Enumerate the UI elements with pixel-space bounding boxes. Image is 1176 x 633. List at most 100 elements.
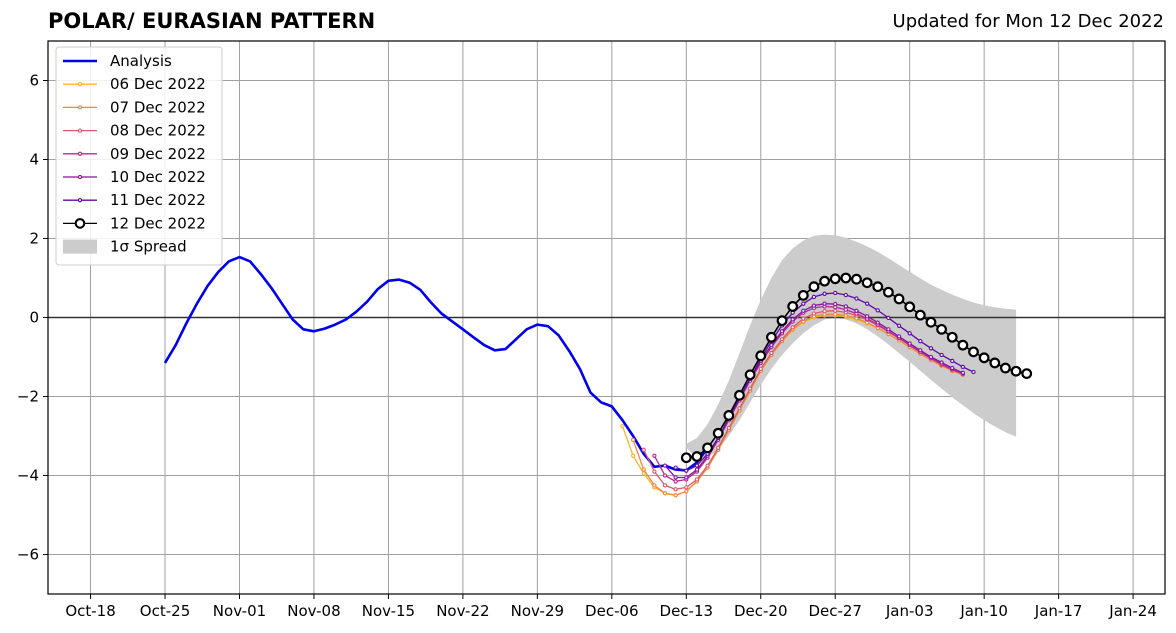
legend-label: 06 Dec 2022 <box>110 75 206 93</box>
forecast-point <box>801 301 806 306</box>
forecast-point <box>851 273 862 285</box>
forecast-point <box>747 386 753 391</box>
forecast-point <box>936 323 947 335</box>
x-tick-label: Oct-18 <box>65 602 115 620</box>
forecast-point <box>769 350 774 356</box>
forecast-point <box>957 339 969 351</box>
forecast-point <box>896 323 902 328</box>
forecast-point <box>723 410 735 421</box>
x-tick-label: Nov-29 <box>511 602 564 620</box>
y-tick-label: −4 <box>17 467 39 485</box>
forecast-point <box>978 352 990 364</box>
forecast-point <box>652 453 657 458</box>
forecast-point <box>875 320 880 325</box>
forecast-point <box>673 475 678 480</box>
forecast-point <box>833 301 838 307</box>
forecast-point <box>1010 365 1022 377</box>
forecast-point <box>811 311 817 316</box>
forecast-point <box>896 334 902 339</box>
legend-box <box>55 46 223 266</box>
forecast-point <box>971 369 976 375</box>
forecast-point <box>790 325 795 330</box>
forecast-point <box>726 425 731 431</box>
forecast-point <box>833 312 838 317</box>
forecast-point <box>641 467 646 472</box>
forecast-point <box>843 292 849 298</box>
forecast-point <box>684 468 689 473</box>
analysis-line <box>163 255 709 472</box>
forecast-point <box>662 483 668 488</box>
forecast-point <box>790 317 795 322</box>
forecast-point <box>779 337 785 342</box>
x-tick-label: Oct-25 <box>140 602 190 620</box>
forecast-point <box>705 463 710 468</box>
forecast-point <box>662 463 668 468</box>
chart-title: POLAR/ EURASIAN PATTERN <box>48 9 376 33</box>
forecast-point <box>989 357 1001 369</box>
forecast-point <box>1000 362 1011 374</box>
forecast-point <box>928 346 934 351</box>
forecast-point <box>822 291 827 296</box>
legend-marker <box>77 128 83 133</box>
y-tick-label: 6 <box>29 72 39 90</box>
forecast-point <box>787 301 799 312</box>
forecast-point <box>925 316 937 328</box>
forecast-point <box>694 467 700 472</box>
forecast-series <box>680 272 1033 464</box>
forecast-point <box>854 308 859 313</box>
legend-label: 07 Dec 2022 <box>110 98 206 116</box>
y-tick-label: −2 <box>17 388 39 406</box>
forecast-point <box>914 309 926 321</box>
forecast-point <box>819 275 830 287</box>
forecast-point <box>864 301 870 306</box>
forecast-point <box>673 465 678 470</box>
forecast-point <box>893 293 905 305</box>
forecast-point <box>641 471 646 476</box>
forecast-point <box>960 364 966 370</box>
x-tick-label: Dec-13 <box>660 602 714 620</box>
forecast-point <box>673 493 678 498</box>
forecast-point <box>680 452 692 464</box>
forecast-point <box>652 469 657 474</box>
legend-label: 1σ Spread <box>110 238 187 256</box>
forecast-point <box>797 289 809 301</box>
forecast-point <box>918 348 923 353</box>
forecast-point <box>843 304 849 309</box>
forecast-point <box>872 281 884 293</box>
forecast-point <box>854 296 859 301</box>
forecast-point <box>822 301 827 306</box>
forecast-point <box>737 406 742 411</box>
spread-band <box>686 234 1017 458</box>
forecast-point <box>833 290 838 296</box>
forecast-point <box>833 308 838 313</box>
forecast-point <box>950 365 955 371</box>
forecast-point <box>907 331 912 336</box>
x-tick-label: Nov-15 <box>362 602 415 620</box>
forecast-point <box>801 308 806 313</box>
legend-marker <box>77 82 83 87</box>
forecast-point <box>662 491 668 496</box>
forecast-point <box>950 358 955 364</box>
forecast-point <box>694 463 700 468</box>
x-tick-label: Dec-06 <box>585 602 639 620</box>
y-tick-label: 0 <box>29 309 39 327</box>
forecast-point <box>829 273 841 285</box>
x-tick-label: Jan-03 <box>885 602 934 620</box>
legend-marker <box>77 174 83 180</box>
forecast-point <box>968 346 979 358</box>
forecast-point <box>918 339 923 344</box>
legend-label: 12 Dec 2022 <box>110 214 206 232</box>
forecast-point <box>755 350 767 362</box>
forecast-point <box>673 479 678 484</box>
forecast-point <box>684 475 689 480</box>
forecast-point <box>662 473 668 478</box>
forecast-point <box>716 445 721 451</box>
forecast-point <box>875 308 880 313</box>
x-tick-label: Jan-24 <box>1108 602 1157 620</box>
forecast-point <box>620 423 625 429</box>
forecast-point <box>776 315 788 327</box>
legend-marker <box>77 151 83 156</box>
forecast-point <box>907 341 912 346</box>
forecast-point <box>1021 368 1033 379</box>
